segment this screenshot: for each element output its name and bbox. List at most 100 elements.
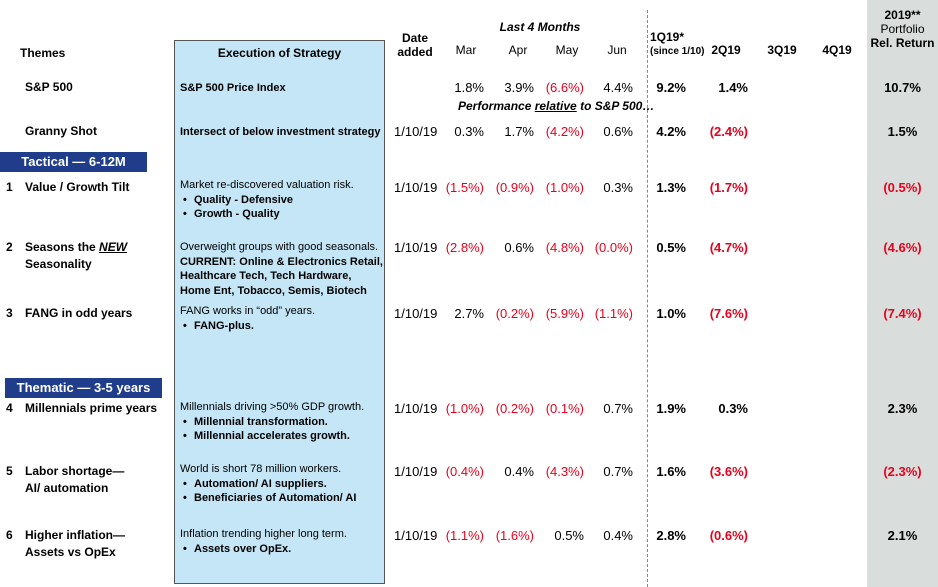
q2-value: (4.7%): [709, 240, 748, 255]
month-value: (5.9%): [545, 306, 584, 321]
return-header-portfolio: Portfolio: [880, 22, 925, 36]
execution-bullet: Automation/ AI suppliers.: [180, 477, 356, 492]
row-number: 1: [6, 180, 13, 194]
month-value: 0.5%: [554, 528, 584, 543]
execution-bullets: Millennial transformation.Millennial acc…: [180, 415, 364, 444]
month-value: 0.4%: [504, 464, 534, 479]
row-theme: Labor shortage— AI/ automation: [25, 463, 124, 497]
theme-line: Assets vs OpEx: [25, 545, 116, 559]
month-value: 3.9%: [504, 80, 534, 95]
q1-value: 0.5%: [656, 240, 686, 255]
month-value: 1.8%: [454, 80, 484, 95]
date-added: 1/10/19: [394, 401, 438, 416]
row-number: 5: [6, 464, 13, 478]
q1-header-note: (since 1/10): [650, 46, 705, 57]
date-added: 1/10/19: [394, 528, 438, 543]
execution-lead: Market re-discovered valuation risk.: [180, 179, 354, 191]
date-added: 1/10/19: [394, 124, 438, 139]
month-value: 0.3%: [454, 124, 484, 139]
date-added: 1/10/19: [394, 464, 438, 479]
month-value: 0.7%: [603, 401, 633, 416]
month-value: 2.7%: [454, 306, 484, 321]
date-added: 1/10/19: [394, 240, 438, 255]
row-theme: Granny Shot: [25, 123, 97, 140]
q1-value: 1.0%: [656, 306, 686, 321]
q2-value: 0.3%: [718, 401, 748, 416]
section-tactical: Tactical — 6-12M: [0, 152, 147, 172]
return-header-rel: Rel. Return: [870, 36, 935, 50]
execution-lead: Inflation trending higher long term.: [180, 528, 347, 540]
row-theme: Higher inflation— Assets vs OpEx: [25, 527, 125, 561]
q1-header: 1Q19* (since 1/10): [650, 30, 704, 57]
q2-value: (2.4%): [709, 124, 748, 139]
month-value: (1.1%): [445, 528, 484, 543]
execution-bullets: Quality - DefensiveGrowth - Quality: [180, 193, 354, 222]
row-theme: Value / Growth Tilt: [25, 179, 129, 196]
q3-header: 3Q19: [767, 43, 797, 57]
return-header: 2019** Portfolio Rel. Return: [867, 8, 938, 50]
execution-bullet: Beneficiaries of Automation/ AI: [180, 491, 356, 506]
execution-text: Millennials driving >50% GDP growth. Mill…: [180, 400, 364, 444]
execution-text: Overweight groups with good seasonals. CU…: [180, 240, 383, 298]
month-value: (1.0%): [445, 401, 484, 416]
date-added: 1/10/19: [394, 306, 438, 321]
month-value: 0.3%: [603, 180, 633, 195]
theme-line: AI/ automation: [25, 481, 109, 495]
relative-performance-note: Performance relative to S&P 500…: [458, 99, 654, 113]
theme-line: Granny Shot: [25, 124, 98, 138]
return-header-year: 2019**: [884, 8, 921, 22]
execution-text: FANG works in “odd” years. FANG-plus.: [180, 304, 315, 333]
q4-header: 4Q19: [822, 43, 852, 57]
execution-bullet: Millennial transformation.: [180, 415, 364, 430]
execution-lead: World is short 78 million workers.: [180, 463, 342, 475]
execution-text: Intersect of below investment strategy: [180, 125, 381, 140]
return-value: 2.1%: [887, 528, 918, 543]
month-header-mar: Mar: [455, 43, 477, 57]
month-value: (1.1%): [594, 306, 633, 321]
theme-line: FANG in odd years: [25, 306, 133, 320]
execution-bullets: Assets over OpEx.: [180, 542, 347, 557]
date-added: 1/10/19: [394, 180, 438, 195]
month-value: (0.4%): [445, 464, 484, 479]
q2-value: (3.6%): [709, 464, 748, 479]
execution-bullet: Growth - Quality: [180, 207, 354, 222]
q2-header: 2Q19: [711, 43, 741, 57]
q2-value: (1.7%): [709, 180, 748, 195]
q1-value: 1.6%: [656, 464, 686, 479]
execution-lead: FANG works in “odd” years.: [180, 305, 316, 317]
execution-detail: Healthcare Tech, Tech Hardware,: [180, 270, 352, 282]
month-value: 0.7%: [603, 464, 633, 479]
execution-bullet: Millennial accelerates growth.: [180, 429, 364, 444]
execution-bullets: Automation/ AI suppliers.Beneficiaries o…: [180, 477, 356, 506]
execution-lead: Millennials driving >50% GDP growth.: [180, 401, 365, 413]
month-value: 0.6%: [603, 124, 633, 139]
row-number: 2: [6, 240, 13, 254]
month-value: (0.2%): [495, 401, 534, 416]
theme-line: Labor shortage—: [25, 464, 125, 478]
q2-value: (0.6%): [709, 528, 748, 543]
month-value: 0.6%: [504, 240, 534, 255]
execution-detail: Home Ent, Tobacco, Semis, Biotech: [180, 284, 367, 297]
q1-value: 9.2%: [656, 80, 686, 95]
return-value: (7.4%): [883, 306, 922, 321]
execution-text: Inflation trending higher long term. Asse…: [180, 527, 347, 556]
section-thematic: Thematic — 3-5 years: [5, 378, 162, 398]
row-theme: S&P 500: [25, 79, 73, 96]
execution-header: Execution of Strategy: [217, 46, 342, 60]
theme-line: Higher inflation—: [25, 528, 125, 542]
last-4-months-header: Last 4 Months: [499, 20, 581, 34]
month-value: (2.8%): [445, 240, 484, 255]
month-value: (1.5%): [445, 180, 484, 195]
return-value: 1.5%: [887, 124, 918, 139]
row-number: 3: [6, 306, 13, 320]
execution-bullet: Assets over OpEx.: [180, 542, 347, 557]
month-value: (0.1%): [545, 401, 584, 416]
month-value: (0.9%): [495, 180, 534, 195]
relative-note-text: Performance relative to S&P 500…: [458, 99, 655, 113]
month-value: (0.0%): [594, 240, 633, 255]
row-number: 4: [6, 401, 13, 415]
month-value: (4.2%): [545, 124, 584, 139]
return-value: (2.3%): [883, 464, 922, 479]
return-column-background: [867, 0, 938, 587]
return-value: (0.5%): [883, 180, 922, 195]
